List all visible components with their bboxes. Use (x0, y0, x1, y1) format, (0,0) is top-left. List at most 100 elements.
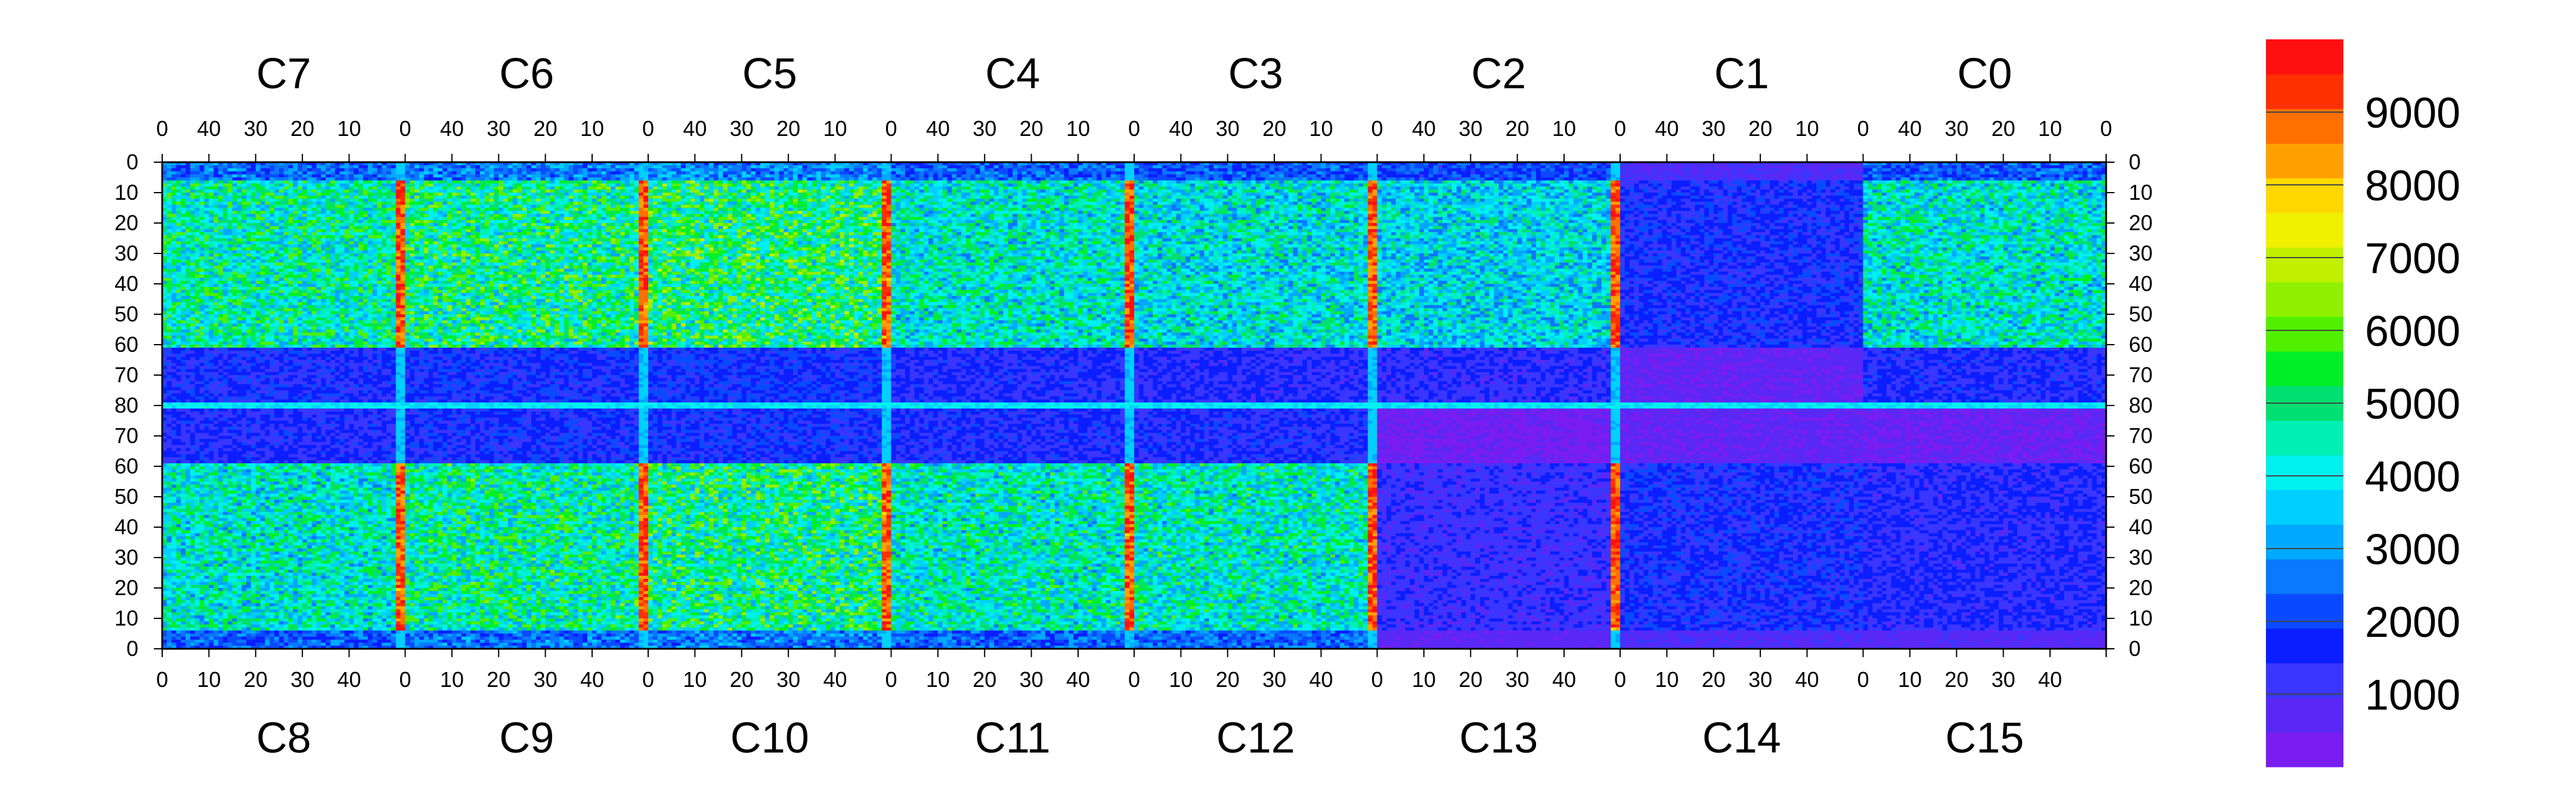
heatmap-cell (190, 181, 195, 184)
heatmap-cell (218, 232, 223, 236)
heatmap-cell (274, 330, 279, 333)
heatmap-cell (200, 314, 205, 318)
heatmap-cell (312, 247, 317, 251)
heatmap-cell (289, 381, 293, 388)
heatmap-cell (246, 199, 251, 202)
heatmap-cell (330, 314, 335, 318)
heatmap-cell (335, 178, 340, 181)
heatmap-cell (326, 287, 330, 293)
heatmap-cell (321, 351, 326, 360)
heatmap-cell (317, 275, 321, 278)
heatmap-cell (284, 244, 289, 248)
heatmap-cell (274, 360, 279, 373)
heatmap-cell (279, 178, 284, 181)
heatmap-cell (261, 323, 265, 327)
heatmap-cell (181, 265, 185, 275)
heatmap-cell (326, 281, 330, 287)
heatmap-cell (302, 190, 307, 196)
heatmap-cell (302, 360, 307, 373)
heatmap-cell (237, 403, 242, 406)
heatmap-cell (265, 259, 270, 263)
heatmap-cell (307, 247, 312, 251)
heatmap-cell (228, 336, 233, 339)
heatmap-cell (335, 196, 340, 202)
heatmap-cell (302, 244, 307, 248)
heatmap-cell (261, 299, 265, 306)
heatmap-cell (228, 250, 233, 257)
heatmap-cell (209, 250, 213, 254)
heatmap-cell (279, 168, 284, 175)
heatmap-cell (317, 232, 321, 236)
heatmap-cell (312, 400, 317, 403)
heatmap-cell (293, 247, 298, 251)
heatmap-cell (335, 348, 340, 351)
heatmap-cell (167, 250, 172, 254)
heatmap-cell (279, 187, 284, 190)
heatmap-cell (317, 190, 321, 193)
heatmap-cell (213, 296, 218, 299)
heatmap-cell (181, 336, 185, 342)
heatmap-cell (340, 247, 345, 251)
heatmap-cell (261, 208, 265, 212)
heatmap-cell (265, 190, 270, 193)
heatmap-cell (200, 247, 205, 251)
heatmap-cell (167, 253, 172, 257)
heatmap-cell (321, 196, 326, 199)
heatmap-cell (321, 333, 326, 336)
heatmap-cell (233, 171, 237, 175)
heatmap-cell (307, 348, 312, 351)
heatmap-cell (185, 247, 190, 251)
heatmap-cell (209, 208, 213, 212)
heatmap-cell (213, 403, 218, 406)
heatmap-cell (284, 400, 289, 403)
heatmap-cell (335, 330, 340, 333)
heatmap-cell (298, 296, 302, 299)
heatmap-cell (256, 330, 261, 333)
heatmap-cell (298, 287, 302, 290)
heatmap-cell (256, 403, 261, 406)
heatmap-cell (321, 178, 326, 181)
heatmap-cell (302, 235, 307, 239)
heatmap-cell (270, 403, 274, 406)
heatmap-cell (274, 256, 279, 260)
heatmap-cell (167, 205, 172, 208)
heatmap-cell (177, 190, 181, 193)
heatmap-cell (330, 220, 335, 224)
heatmap-cell (172, 305, 177, 309)
heatmap-cell (190, 171, 195, 175)
heatmap-cell (270, 372, 274, 376)
heatmap-cell (274, 287, 279, 290)
heatmap-cell (177, 184, 181, 187)
heatmap-cell (312, 330, 317, 333)
heatmap-cell (251, 387, 256, 391)
heatmap-cell (317, 208, 321, 212)
heatmap-cell (242, 296, 246, 299)
heatmap-cell (302, 265, 307, 269)
heatmap-cell (289, 259, 293, 263)
heatmap-cell (265, 284, 270, 287)
heatmap-cell (181, 242, 185, 245)
heatmap-cell (246, 378, 251, 385)
heatmap-cell (270, 193, 274, 196)
heatmap-cell (177, 336, 181, 339)
heatmap-cell (289, 308, 293, 312)
heatmap-cell (233, 184, 237, 187)
heatmap-cell (181, 302, 185, 309)
heatmap-cell (172, 190, 177, 196)
heatmap-cell (209, 345, 213, 348)
heatmap-cell (274, 199, 279, 202)
heatmap-cell (228, 290, 233, 293)
heatmap-cell (312, 369, 317, 373)
heatmap-cell (213, 217, 218, 224)
heatmap-cell (172, 217, 177, 221)
heatmap-cell (326, 394, 330, 397)
heatmap-cell (190, 381, 195, 385)
heatmap-cell (326, 330, 330, 333)
heatmap-cell (228, 235, 233, 239)
heatmap-cell (213, 272, 218, 275)
heatmap-cell (251, 363, 256, 367)
heatmap-cell (326, 256, 330, 260)
heatmap-cell (209, 239, 213, 242)
heatmap-cell (274, 333, 279, 336)
heatmap-cell (289, 168, 293, 175)
